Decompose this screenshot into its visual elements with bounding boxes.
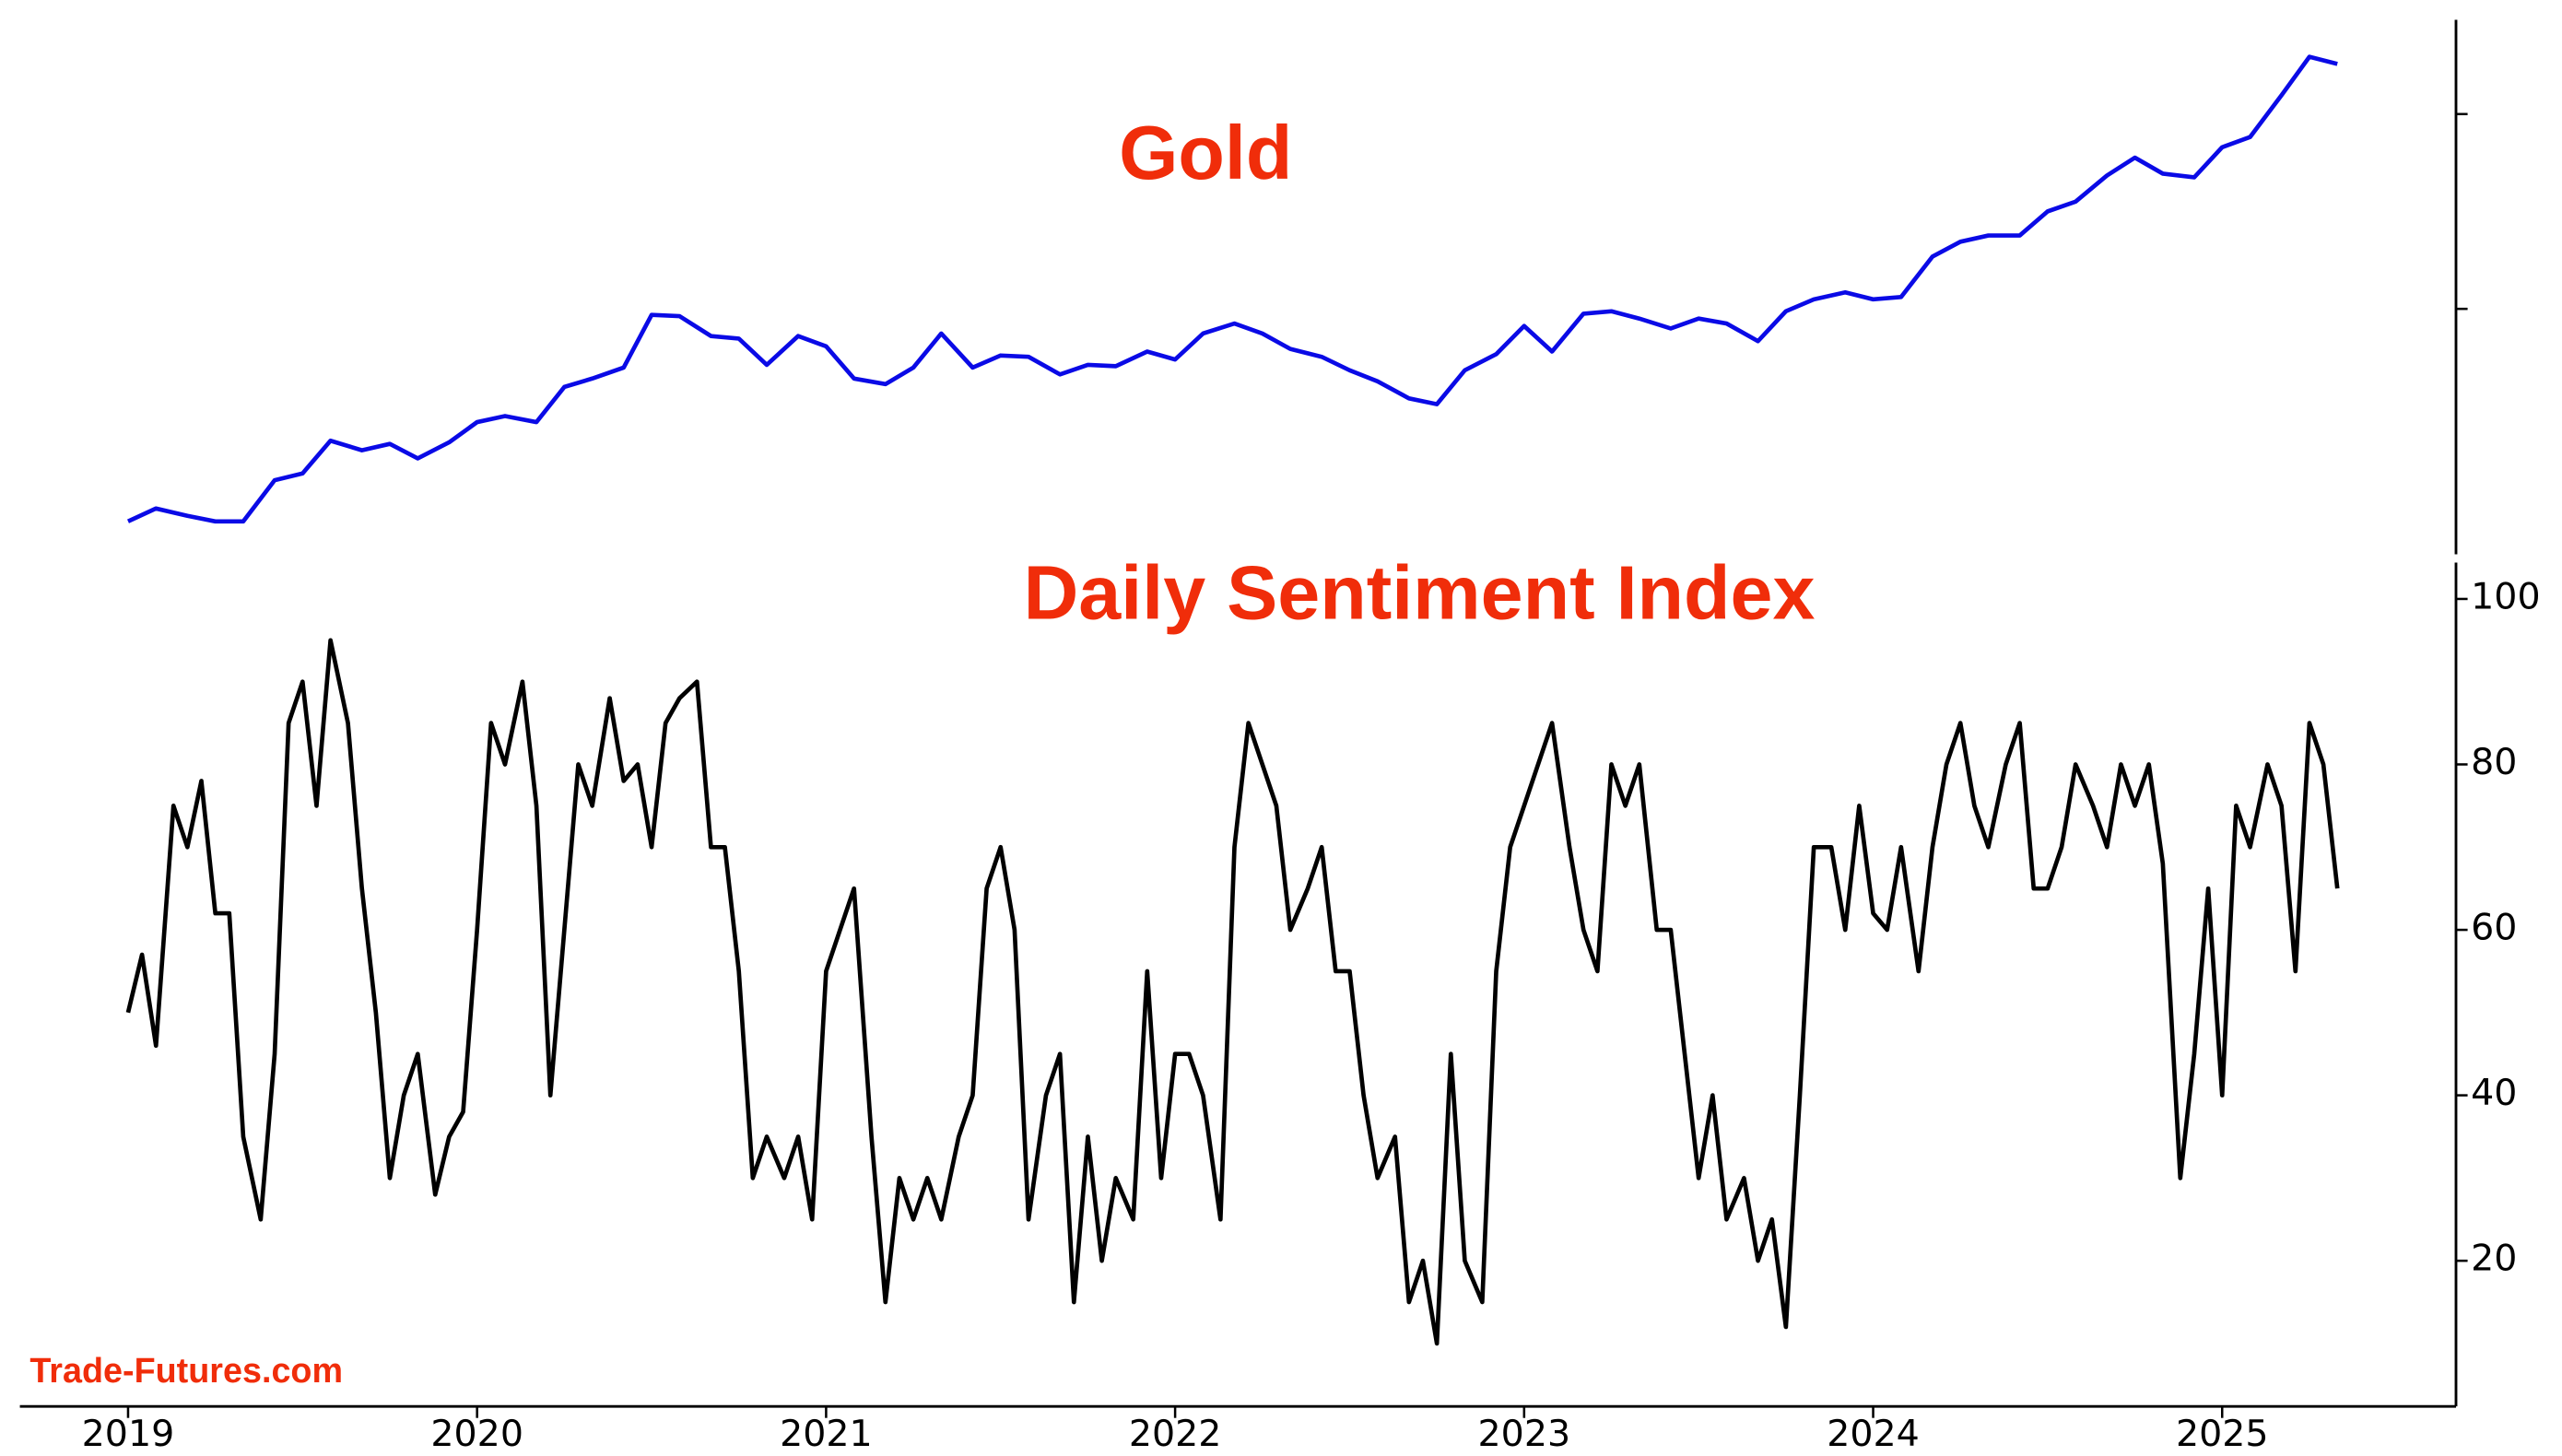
y-tick-label: 60	[2471, 907, 2517, 949]
x-tick-label: 2019	[82, 1413, 175, 1455]
y-tick-label: 100	[2471, 575, 2540, 617]
x-tick-label: 2020	[430, 1413, 523, 1455]
y-tick-label: 80	[2471, 741, 2517, 783]
dsi-title: Daily Sentiment Index	[1024, 550, 1816, 636]
x-tick-label: 2024	[1827, 1413, 1920, 1455]
x-tick-label: 2025	[2176, 1413, 2269, 1455]
x-tick-label: 2023	[1478, 1413, 1571, 1455]
line	[125, 638, 2340, 1346]
x-tick-label: 2022	[1129, 1413, 1222, 1455]
gold-title: Gold	[1119, 110, 1292, 195]
line	[126, 54, 2338, 524]
watermark: Trade-Futures.com	[29, 1351, 343, 1390]
x-tick-label: 2021	[780, 1413, 873, 1455]
y-tick-label: 20	[2471, 1238, 2517, 1280]
y-tick-label: 40	[2471, 1072, 2517, 1114]
